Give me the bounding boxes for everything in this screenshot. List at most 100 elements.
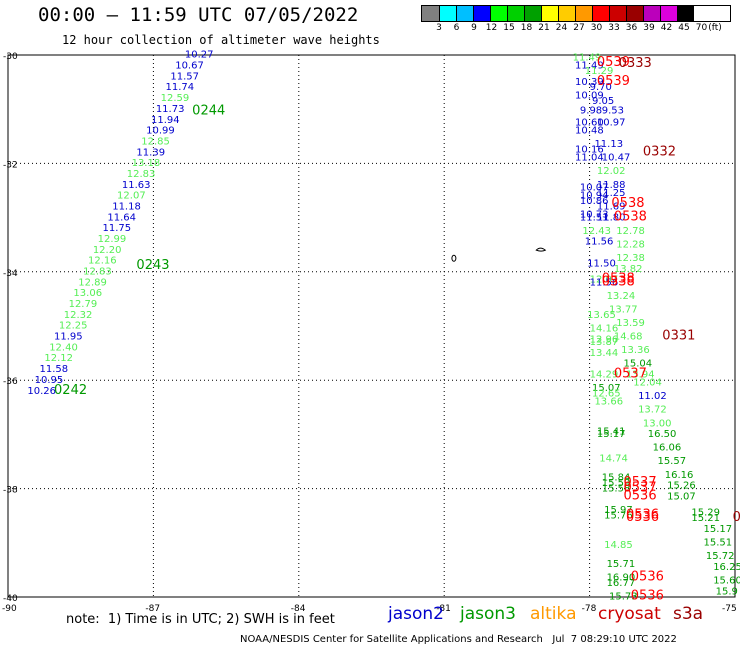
color-scale-label: 9	[471, 23, 477, 33]
wave-height-value: 11.04	[575, 153, 604, 164]
wave-height-value: 14.85	[604, 540, 633, 551]
wave-height-value: 11.64	[107, 212, 136, 223]
color-scale-label: 12	[485, 23, 498, 33]
wave-height-value: 11.25	[597, 188, 626, 199]
lon-axis-label: -78	[582, 604, 597, 614]
wave-height-value: 15.58	[602, 483, 631, 494]
wave-height-value: 10.60	[575, 117, 604, 128]
color-scale-label: 3	[436, 23, 442, 33]
wave-height-value: 13.18	[132, 158, 161, 169]
wave-height-value: 9.98	[580, 106, 602, 117]
color-swatch	[643, 6, 660, 21]
wave-height-value: 12.25	[59, 321, 88, 332]
color-scale-label: 30	[590, 23, 603, 33]
color-scale-label: 24	[555, 23, 568, 33]
legend-item-cryosat: cryosat	[598, 604, 661, 624]
wave-height-value: 13.72	[638, 405, 667, 416]
pass-time-label: 0537	[624, 480, 657, 495]
legend-item-jason3: jason3	[460, 604, 516, 624]
footer-note: note: 1) Time is in UTC; 2) SWH is in fe…	[66, 612, 335, 627]
color-swatch	[677, 6, 694, 21]
wave-height-value: 10.97	[597, 117, 626, 128]
wave-height-value: 12.02	[597, 166, 626, 177]
wave-height-value: 13.59	[616, 318, 645, 329]
wave-height-value: 11.58	[40, 364, 69, 375]
color-scale: 3 6 9 12 15 18 21 24 27 30 33 36 39 42 45 70 (ft)	[421, 5, 731, 34]
wave-height-value: 13.65	[587, 310, 616, 321]
wave-height-value: 11.95	[54, 332, 83, 343]
wave-height-value: 10.86	[580, 196, 609, 207]
wave-height-value: 11.57	[170, 71, 199, 82]
wave-height-value: 12.28	[616, 239, 645, 250]
island-robinson-crusoe	[535, 247, 547, 252]
wave-height-value: 16.16	[665, 470, 694, 481]
wave-height-value: 10.39	[575, 77, 604, 88]
wave-height-value: 10.26	[27, 386, 56, 397]
wave-height-value: 13.87	[590, 337, 619, 348]
wave-height-value: 15.07	[592, 383, 621, 394]
wave-height-value: 16.06	[653, 443, 682, 454]
wave-height-value: 11.80	[597, 212, 626, 223]
wave-height-value: 13.44	[590, 348, 619, 359]
wave-height-value: 16.77	[607, 578, 636, 589]
color-scale-label: 21	[538, 23, 550, 33]
color-swatch	[490, 6, 507, 21]
color-swatch	[507, 6, 524, 21]
pass-time-label: 0536	[626, 510, 659, 525]
wave-height-value: 10.48	[575, 126, 604, 137]
wave-height-value: 10.73	[580, 210, 609, 221]
wave-height-value: 11.29	[585, 66, 614, 77]
map-frame	[7, 54, 736, 598]
legend-item-s3a: s3a	[673, 604, 704, 624]
wave-height-value: 15.21	[691, 513, 720, 524]
wave-height-value: 14.74	[599, 454, 628, 465]
wave-height-value: 12.65	[592, 388, 621, 399]
wave-height-value: 13.94	[626, 369, 655, 380]
wave-height-value: 10.27	[185, 50, 214, 61]
lon-axis-label: -84	[291, 604, 306, 614]
wave-height-value: 12.04	[633, 378, 662, 389]
lat-axis-label: -38	[3, 486, 18, 496]
wave-height-value: 12.07	[117, 191, 146, 202]
wave-height-value: 12.78	[616, 226, 645, 237]
wave-height-value: 11.56	[585, 237, 614, 248]
wave-height-value: 10.07	[580, 183, 609, 194]
wave-height-value: 12.89	[78, 277, 107, 288]
wave-height-value: 15.9	[716, 586, 738, 597]
lon-axis-label: -81	[436, 604, 451, 614]
wave-height-value: 13.36	[621, 345, 650, 356]
wave-height-value: 15.59	[602, 478, 631, 489]
color-scale-label: 18	[520, 23, 533, 33]
color-swatch	[473, 6, 490, 21]
wave-height-value: 10.47	[602, 153, 631, 164]
wave-height-value: 11.63	[122, 180, 151, 191]
pass-time-label: 0243	[136, 258, 169, 273]
color-swatch	[626, 6, 643, 21]
wave-height-value: 15.57	[657, 456, 686, 467]
wave-height-value: 9.53	[602, 106, 624, 117]
wave-height-value: 11.50	[587, 258, 616, 269]
wave-height-value: 13.77	[609, 304, 638, 315]
wave-height-value: 16.90	[607, 573, 636, 584]
wave-height-value: 13.06	[73, 288, 102, 299]
wave-height-value: 14.68	[614, 332, 643, 343]
wave-height-value: 12.59	[161, 93, 190, 104]
pass-time-label: 0538	[602, 274, 635, 289]
pass-time-label: 0536	[631, 589, 664, 604]
wave-height-value: 12.16	[88, 256, 117, 267]
wave-height-value: 11.56	[590, 277, 619, 288]
pass-time-label: 0332	[643, 144, 676, 159]
pass-time-label: 0333	[619, 56, 652, 71]
wave-height-value: 13.24	[607, 291, 636, 302]
wave-height-value: 12.38	[616, 253, 645, 264]
wave-height-value: 12.32	[64, 310, 93, 321]
lat-axis-label: -36	[3, 377, 18, 387]
lon-axis-label: -87	[145, 604, 160, 614]
footer-credit: NOAA/NESDIS Center for Satellite Applica…	[240, 634, 677, 645]
wave-height-value: 11.69	[597, 201, 626, 212]
legend-item-altika: altika	[530, 604, 577, 624]
lat-axis-label: -32	[3, 160, 18, 170]
color-scale-label: 15	[503, 23, 515, 33]
color-scale-label: 39	[643, 23, 655, 33]
